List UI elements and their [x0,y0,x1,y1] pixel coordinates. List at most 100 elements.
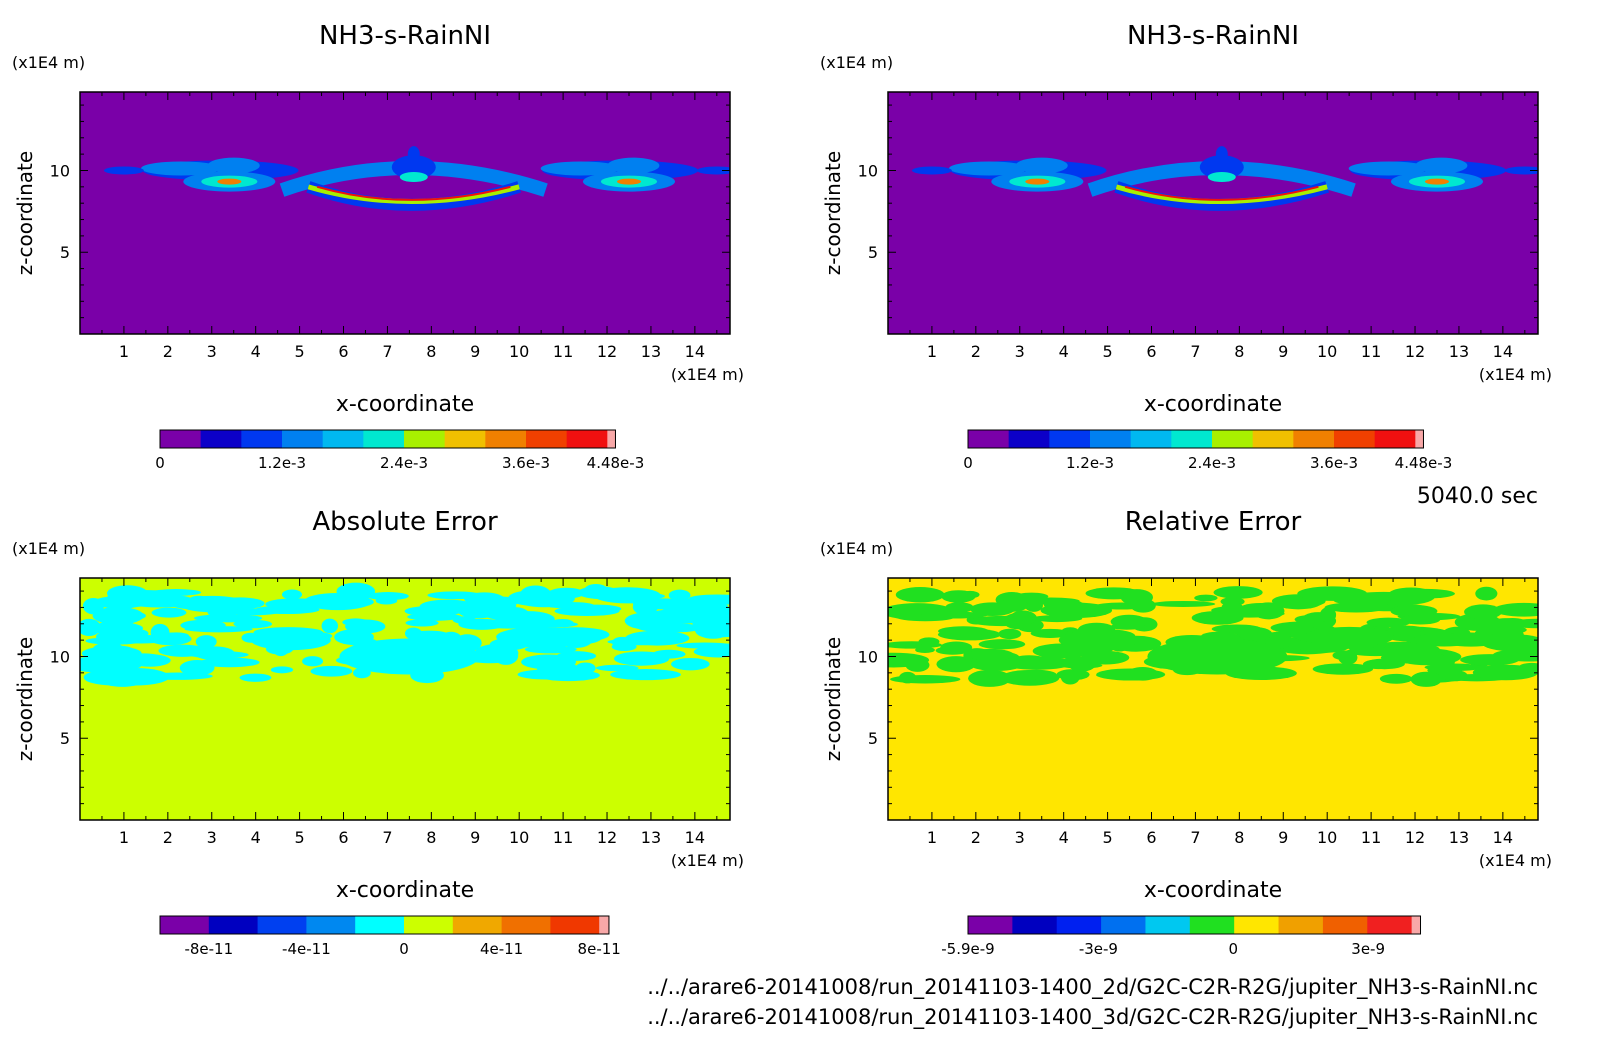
x-tick-label: 5 [1103,828,1113,847]
contour-blob [1440,632,1502,647]
contour-blob [1386,625,1425,634]
contour-blob [270,666,294,674]
x-tick-label: 11 [553,342,573,361]
colorbar-segment [1145,916,1191,934]
colorbar-segment [566,430,608,448]
colorbar-segment [1367,916,1413,934]
contour-blob [1274,595,1322,610]
colorbar-tick-label: 0 [1229,940,1239,958]
x-tick-label: 2 [971,342,981,361]
contour-blob [1400,614,1441,625]
contour-blob [206,604,231,611]
contour-blob [1237,627,1273,641]
contour-blob [1488,639,1538,650]
contour-lobe [1207,172,1236,183]
contour-lobe [616,178,641,185]
contour-blob [890,675,961,684]
x-unit-label: (x1E4 m) [671,365,744,384]
field-contours [80,582,730,687]
x-axis-label: x-coordinate [1144,392,1282,417]
colorbar-tick-label: 8e-11 [578,940,621,958]
contour-blob [1493,602,1538,617]
x-tick-label: 8 [426,828,436,847]
x-tick-label: 4 [251,342,261,361]
contour-blob [704,606,730,622]
x-tick-label: 7 [1190,342,1200,361]
colorbar-segment [501,916,551,934]
y-tick-label: 10 [50,647,70,666]
colorbar-segment [1056,916,1102,934]
contour-blob [668,589,691,601]
colorbar-tick-label: 1.2e-3 [1066,454,1114,472]
y-tick-label: 5 [868,243,878,262]
colorbar-segment [363,430,405,448]
contour-blob [250,630,331,651]
contour-blob [1061,656,1093,669]
contour-blob [124,653,165,666]
colorbar-tick-label: 4.48e-3 [587,454,645,472]
colorbar-frame [159,915,610,935]
contour-lobe [207,157,260,174]
contour-blob [998,628,1022,640]
contour-blob [1031,615,1083,623]
contour-blob [1379,673,1413,684]
x-tick-label: 2 [163,342,173,361]
y-unit-label: (x1E4 m) [820,539,893,558]
contour-blob [643,653,660,662]
contour-blob [80,656,120,673]
contour-lobe [1215,146,1228,163]
y-axis-label: z-coordinate [13,637,37,761]
contour-blob [1332,650,1357,661]
chart-title: Relative Error [1125,507,1302,537]
contour-lobe [391,155,436,180]
contour-blob [625,630,690,646]
contour-lobe [1199,155,1244,180]
x-tick-label: 10 [509,342,529,361]
x-tick-label: 12 [597,342,617,361]
contour-blob [367,592,409,601]
x-tick-label: 2 [163,828,173,847]
x-tick-label: 4 [251,828,261,847]
colorbar-segment [968,430,1010,448]
contour-blob [1472,664,1538,681]
contour-blob [339,638,480,675]
contour-blob [1045,598,1062,617]
contour-blob [671,657,710,671]
contour-blob [689,594,730,603]
contour-blob [595,664,639,672]
contour-blob [405,619,439,627]
colorbar-segment [607,430,616,448]
x-tick-label: 13 [1449,828,1469,847]
x-tick-label: 6 [338,828,348,847]
x-tick-label: 10 [1317,828,1337,847]
colorbar-segment [1234,916,1280,934]
x-axis-label: x-coordinate [336,878,474,903]
contour-blob [1441,670,1468,682]
colorbar-segment [452,916,503,934]
colorbar-tick-label: 4.48e-3 [1395,454,1453,472]
colorbar-tick-label: 0 [399,940,409,958]
contour-blob [593,587,661,604]
colorbar-segment [1012,916,1058,934]
contour-blob [1460,654,1519,666]
colorbar-segment [1212,430,1254,448]
x-tick-label: 11 [1361,342,1381,361]
contour-lobe [1415,157,1468,174]
x-tick-label: 9 [1278,342,1288,361]
contour-blob [303,593,372,611]
x-axis-label: x-coordinate [336,392,474,417]
colorbar: 0 1.2e-3 2.4e-3 3.6e-3 4.48e-3 [155,429,645,472]
colorbar-segment [444,430,486,448]
colorbar-segment [282,430,324,448]
y-tick-label: 10 [858,647,878,666]
colorbar-segment [1278,916,1324,934]
colorbar-segment [485,430,527,448]
y-tick-label: 5 [868,729,878,748]
contour-blob [1362,659,1395,670]
contour-blob [1294,615,1328,624]
y-unit-label: (x1E4 m) [12,53,85,72]
y-tick-label: 5 [60,243,70,262]
field-contours [103,146,730,211]
contour-blob [1014,592,1049,601]
contour-lobe [103,166,144,175]
